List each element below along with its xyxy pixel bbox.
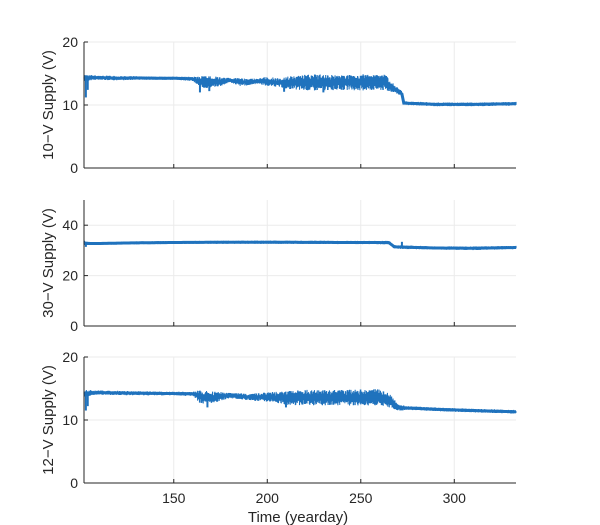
panel-30v-supply: 0 20 40 30−V Supply (V) — [40, 200, 517, 334]
y-axis-label: 30−V Supply (V) — [40, 208, 57, 318]
x-tick-label: 150 — [162, 490, 186, 506]
axes: 0 20 40 — [62, 200, 516, 334]
series — [83, 240, 517, 251]
y-tick-label: 0 — [70, 475, 78, 491]
x-tick-label: 250 — [349, 490, 373, 506]
series-line — [83, 391, 517, 414]
y-tick-label: 0 — [70, 318, 78, 334]
axes: 0 10 20 — [62, 34, 516, 176]
y-axis-label: 10−V Supply (V) — [40, 50, 57, 160]
y-tick-label: 20 — [62, 268, 78, 284]
y-tick-label: 0 — [70, 160, 78, 176]
panel-10v-supply: 0 10 20 10−V Supply (V) — [40, 34, 517, 176]
series-line — [83, 76, 517, 106]
x-axis-label: Time (yearday) — [248, 509, 348, 525]
y-tick-label: 20 — [62, 34, 78, 50]
x-tick-label: 200 — [256, 490, 280, 506]
y-tick-label: 20 — [62, 349, 78, 365]
series-line — [83, 240, 517, 250]
y-tick-label: 40 — [62, 217, 78, 233]
x-tick-label: 300 — [443, 490, 467, 506]
panel-12v-supply: 150 200 250 300 0 10 20 12−V Supply (V) Time (ye… — [40, 349, 517, 525]
y-tick-label: 10 — [62, 412, 78, 428]
y-axis-label: 12−V Supply (V) — [40, 365, 57, 475]
y-tick-label: 10 — [62, 97, 78, 113]
axes: 150 200 250 300 0 10 20 — [62, 349, 516, 506]
